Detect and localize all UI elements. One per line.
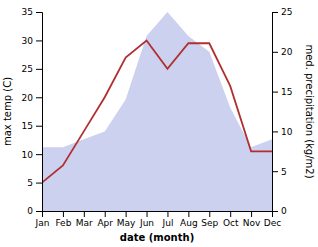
- tick-label: Jul: [162, 218, 174, 228]
- tick-mark: [63, 211, 64, 217]
- tick-mark: [272, 52, 278, 53]
- tick: Jun: [139, 211, 154, 228]
- tick-label: Feb: [55, 218, 71, 228]
- line: [42, 40, 272, 182]
- tick-label: Jun: [139, 218, 154, 228]
- tick-mark: [251, 211, 252, 217]
- tick: 10: [272, 127, 293, 137]
- tick-label: 15: [22, 121, 33, 131]
- tick-mark: [36, 126, 42, 127]
- tick-label: Oct: [223, 218, 239, 228]
- area: [42, 12, 272, 211]
- x-axis-title: date (month): [120, 232, 194, 243]
- tick-mark: [36, 69, 42, 70]
- tick-label: Nov: [243, 218, 261, 228]
- chart-container: JanFebMarAprMayJunJulAugSepOctNovDec0510…: [0, 0, 318, 247]
- tick: Mar: [76, 211, 93, 228]
- tick-label: 25: [281, 7, 292, 17]
- tick-label: 10: [281, 127, 293, 137]
- tick: 35: [22, 7, 42, 17]
- tick-mark: [230, 211, 231, 217]
- tick-mark: [272, 211, 278, 212]
- tick-mark: [272, 12, 278, 13]
- tick-label: 35: [22, 7, 33, 17]
- tick: 15: [272, 87, 292, 97]
- tick: Feb: [55, 211, 71, 228]
- tick: 5: [27, 178, 42, 188]
- tick-label: 20: [22, 93, 34, 103]
- tick-mark: [272, 131, 278, 132]
- tick-mark: [36, 183, 42, 184]
- tick-mark: [36, 211, 42, 212]
- tick-label: 15: [281, 87, 292, 97]
- tick-label: 10: [22, 150, 34, 160]
- axis-line: [36, 13, 43, 212]
- tick-label: Sep: [201, 218, 218, 228]
- tick-mark: [272, 92, 278, 93]
- tick-mark: [167, 211, 168, 217]
- tick: Aug: [180, 211, 198, 228]
- tick: 20: [22, 93, 42, 103]
- tick: 25: [22, 64, 42, 74]
- tick: Sep: [201, 211, 218, 228]
- tick: 20: [272, 47, 293, 57]
- tick-label: May: [117, 218, 136, 228]
- tick-label: Apr: [97, 218, 113, 228]
- y2-axis-title: med. precipitation (kg/m2): [304, 44, 315, 178]
- tick-label: 20: [281, 47, 293, 57]
- tick-label: Jan: [35, 218, 50, 228]
- tick-label: Aug: [180, 218, 198, 228]
- tick-mark: [188, 211, 189, 217]
- tick: 0: [27, 206, 42, 216]
- tick: Jan: [35, 211, 50, 228]
- tick-mark: [209, 211, 210, 217]
- x-axis: Jan Feb Mar Apr MayJun Jul AugSep Oct NovDec: [35, 211, 282, 228]
- tick-label: 5: [281, 167, 287, 177]
- tick-mark: [147, 211, 148, 217]
- tick-mark: [36, 154, 42, 155]
- tick: Apr: [97, 211, 113, 228]
- tick-mark: [272, 171, 278, 172]
- tick: 0: [272, 206, 287, 216]
- tick-label: 25: [22, 64, 33, 74]
- plot-area: [42, 12, 272, 211]
- y-axis: 0 5 10 15 20 25 30 35: [22, 7, 43, 216]
- tick: Dec: [264, 211, 281, 228]
- tick-mark: [36, 97, 42, 98]
- tick: Oct: [223, 211, 239, 228]
- axis-line: [43, 212, 273, 218]
- tick: May: [117, 211, 136, 228]
- tick: Nov: [243, 211, 261, 228]
- tick: 30: [22, 36, 42, 46]
- tick-mark: [36, 12, 42, 13]
- tick: Jul: [162, 211, 174, 228]
- tick-mark: [126, 211, 127, 217]
- tick-mark: [36, 40, 42, 41]
- chart: JanFebMarAprMayJunJulAugSepOctNovDec0510…: [0, 0, 318, 247]
- tick: 15: [22, 121, 42, 131]
- y-axis-title: max temp (C): [2, 77, 13, 146]
- tick: 25: [272, 7, 292, 17]
- tick-mark: [84, 211, 85, 217]
- axis-line: [273, 13, 279, 212]
- tick-label: Mar: [76, 218, 93, 228]
- tick-label: 0: [27, 206, 33, 216]
- tick: 10: [22, 150, 42, 160]
- tick-label: Dec: [264, 218, 281, 228]
- tick: 5: [272, 167, 287, 177]
- tick-label: 30: [22, 36, 34, 46]
- tick-label: 5: [27, 178, 33, 188]
- y2-axis: 0 5 10 15 20 25: [272, 7, 293, 216]
- tick-mark: [105, 211, 106, 217]
- tick-label: 0: [281, 206, 287, 216]
